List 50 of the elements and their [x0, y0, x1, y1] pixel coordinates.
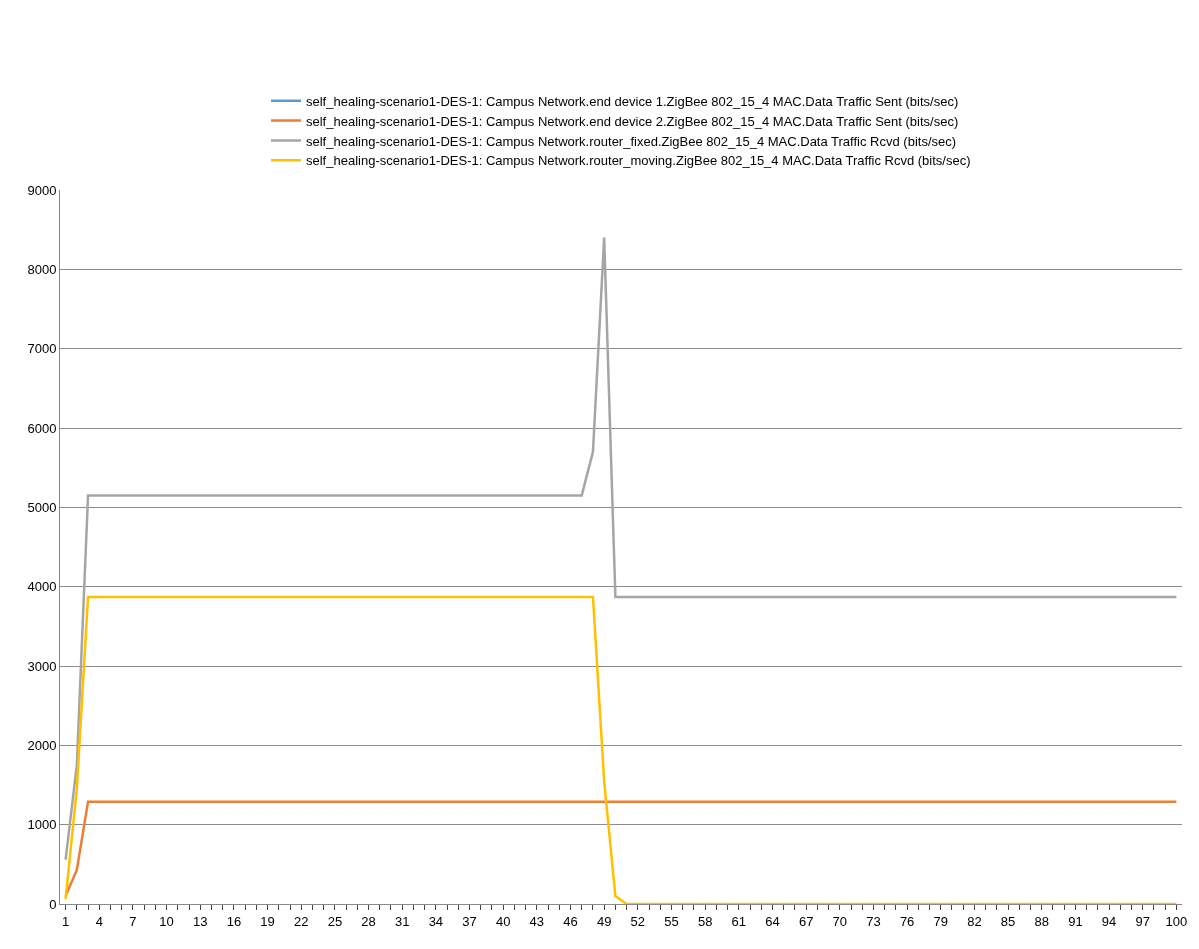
x-tick-label: 97	[1135, 913, 1150, 929]
y-tick-label: 2000	[27, 737, 57, 753]
x-tick-label: 43	[529, 913, 545, 929]
y-tick-label: 1000	[27, 817, 57, 833]
x-tick-label: 22	[294, 913, 309, 929]
x-tick-label: 67	[798, 913, 814, 929]
line-series	[64, 236, 1178, 861]
x-tick-label: 49	[596, 913, 612, 929]
x-tick-label: 28	[361, 913, 376, 929]
x-tick-label: 10	[159, 913, 174, 929]
y-tick-label: 4000	[27, 579, 57, 595]
line-series	[64, 595, 1178, 904]
x-tick-label: 7	[129, 913, 137, 929]
x-tick-label: 70	[832, 913, 848, 929]
x-tick-label: 58	[697, 913, 713, 929]
x-tick-label: 61	[731, 913, 747, 929]
x-tick-label: 91	[1068, 913, 1083, 929]
x-tick-label: 82	[967, 913, 982, 929]
y-tick-label: 3000	[27, 658, 57, 674]
x-tick-label: 25	[327, 913, 343, 929]
y-tick-label: 5000	[27, 499, 57, 515]
legend-label: self_healing-scenario1-DES-1: Campus Network.router_moving.ZigBee 802_15_4 MAC.Data Traffic Rcvd (bits/sec)	[306, 153, 971, 169]
x-tick-label: 40	[495, 913, 511, 929]
x-tick-label: 1	[61, 913, 70, 929]
y-tick-label: 9000	[27, 182, 57, 198]
x-tick-label: 64	[765, 913, 780, 929]
x-tick-label: 46	[563, 913, 578, 929]
x-tick-label: 85	[1000, 913, 1016, 929]
x-tick-label: 13	[193, 913, 208, 929]
x-tick-label: 55	[664, 913, 679, 929]
x-tick-label: 16	[226, 913, 242, 929]
x-tick-label: 52	[630, 913, 646, 929]
x-tick-label: 79	[933, 913, 948, 929]
x-tick-label: 4	[95, 913, 103, 929]
x-tick-label: 34	[428, 913, 444, 929]
legend-label: self_healing-scenario1-DES-1: Campus Network.end device 2.ZigBee 802_15_4 MAC.Data Traffic Sent (bits/sec)	[306, 113, 959, 129]
x-tick-label: 100	[1165, 913, 1188, 929]
x-tick-label: 37	[462, 913, 477, 929]
x-tick-label: 73	[866, 913, 881, 929]
x-tick-label: 31	[394, 913, 410, 929]
x-tick-label: 94	[1101, 913, 1117, 929]
y-tick-label: 6000	[27, 420, 57, 436]
legend-label: self_healing-scenario1-DES-1: Campus Network.end device 1.ZigBee 802_15_4 MAC.Data Traffic Sent (bits/sec)	[306, 93, 959, 109]
y-tick-label: 7000	[27, 341, 57, 357]
x-tick-label: 88	[1034, 913, 1049, 929]
x-tick-label: 76	[899, 913, 915, 929]
legend-label: self_healing-scenario1-DES-1: Campus Network.router_fixed.ZigBee 802_15_4 MAC.Data Traffic Rcvd (bits/sec)	[306, 133, 957, 149]
y-tick-label: 0	[49, 896, 57, 912]
y-tick-label: 8000	[27, 261, 57, 277]
x-tick-label: 19	[260, 913, 275, 929]
